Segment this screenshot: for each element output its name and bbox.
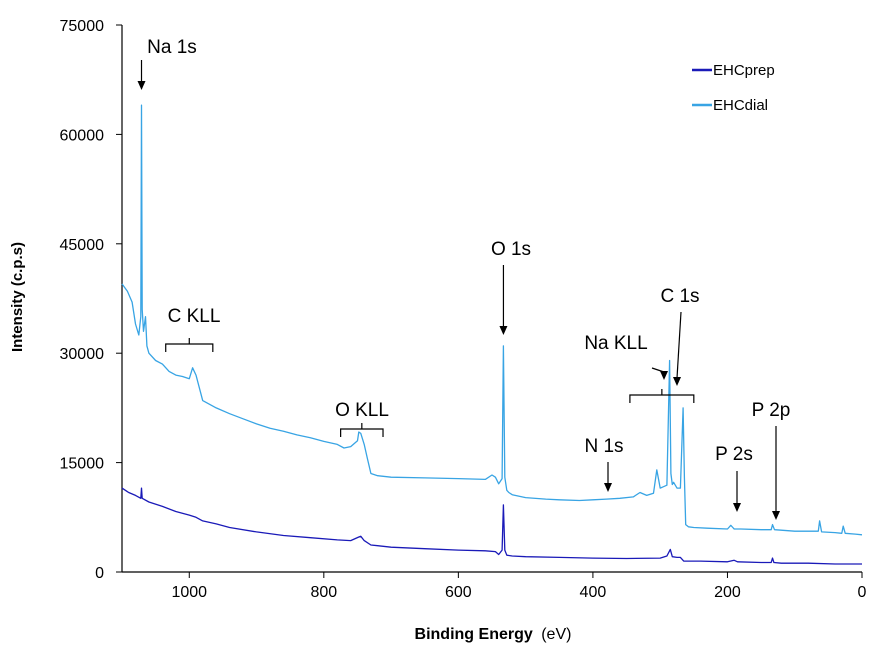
y-tick-label: 0 <box>95 565 104 582</box>
legend-label-ehcprep: EHCprep <box>713 62 775 79</box>
annotation-label: O KLL <box>335 400 389 421</box>
x-tick-label: 400 <box>580 584 607 601</box>
series-line-ehcprep <box>121 487 862 565</box>
x-tick-label: 800 <box>310 584 337 601</box>
y-axis-label: Intensity (c.p.s) <box>9 242 26 352</box>
y-tick-label: 45000 <box>60 237 105 254</box>
annotation-label: P 2p <box>752 400 791 421</box>
annotation-label: C 1s <box>660 286 699 307</box>
x-tick-label: 200 <box>714 584 741 601</box>
annotation-arrowhead <box>499 326 508 335</box>
annotation-label: N 1s <box>584 436 623 457</box>
annotation-arrow <box>676 311 682 379</box>
annotation-bracket <box>340 423 384 437</box>
plot-area: 1000 800 600 400 200 0 0 15000 30000 45000 60000 7… <box>60 18 867 601</box>
annotation-arrowhead <box>660 371 668 380</box>
y-tick-label: 60000 <box>60 127 105 144</box>
annotation-arrowhead <box>137 81 146 90</box>
annotation-bracket <box>629 389 695 403</box>
annotation-label: Na 1s <box>147 37 197 58</box>
annotation-layer: Na 1s C KLL O KLL O 1s Na KLL C 1s N 1s P 2s P 2… <box>137 37 791 520</box>
annotation-arrowhead <box>673 377 681 386</box>
annotation-label: Na KLL <box>584 333 647 354</box>
annotation-label: C KLL <box>168 306 221 327</box>
series-line-ehcdial <box>121 104 863 536</box>
annotation-arrowhead <box>733 503 741 512</box>
x-tick-label: 1000 <box>171 584 207 601</box>
y-tick-label: 75000 <box>60 18 105 35</box>
annotation-label: O 1s <box>491 239 531 260</box>
y-tick-label: 15000 <box>60 456 105 473</box>
annotation-arrowhead <box>604 483 612 492</box>
y-tick-label: 30000 <box>60 346 105 363</box>
series-layer <box>121 104 863 565</box>
legend: EHCprep EHCdial <box>692 62 775 114</box>
x-tick-label: 600 <box>445 584 472 601</box>
annotation-bracket <box>165 338 214 352</box>
x-ticks: 1000 800 600 400 200 0 <box>171 572 867 601</box>
annotation-arrowhead <box>772 511 780 520</box>
x-tick-label: 0 <box>858 584 867 601</box>
x-axis-label-main: Binding Energy <box>415 626 533 643</box>
x-axis-label-unit: (eV) <box>541 626 571 643</box>
x-axis-label: Binding Energy (eV) <box>415 626 572 643</box>
y-ticks: 0 15000 30000 45000 60000 75000 <box>60 18 122 582</box>
annotation-label: P 2s <box>715 444 753 465</box>
legend-label-ehcdial: EHCdial <box>713 97 768 114</box>
